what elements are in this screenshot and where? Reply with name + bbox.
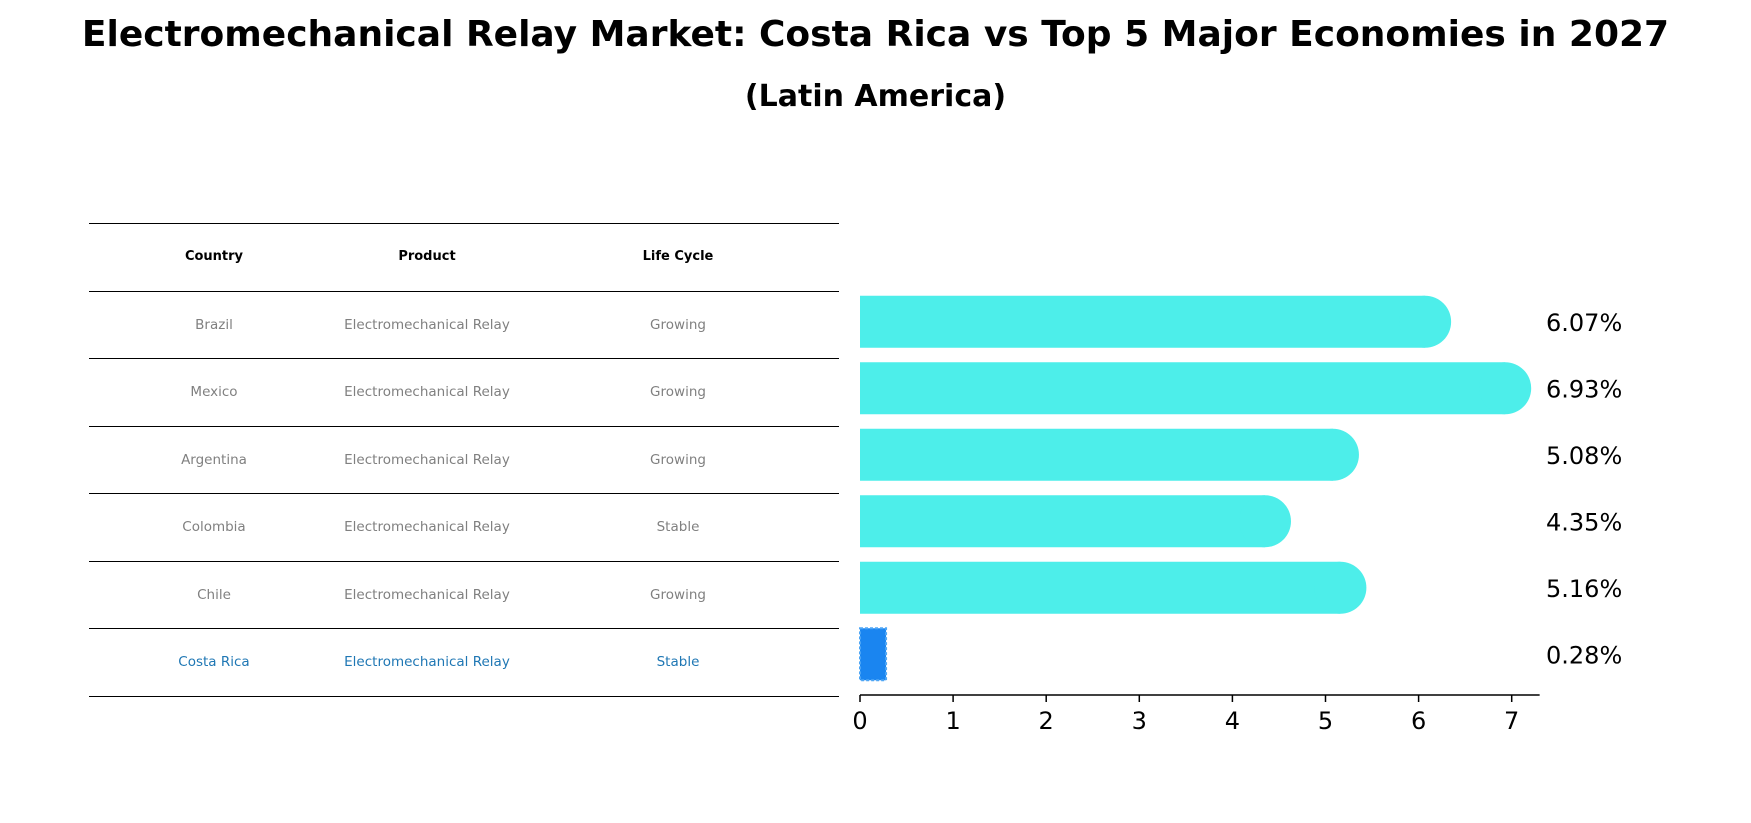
- bar-costa-rica: [860, 628, 886, 680]
- bar-chart: 6.07% 6.93% 5.08% 4.35% 5.16% 0.28% 0 1 2 3 4 5 6 7: [0, 0, 1751, 823]
- value-label: 6.07%: [1546, 309, 1622, 337]
- bar-brazil: [860, 296, 1451, 348]
- x-tick-label: 7: [1504, 707, 1519, 735]
- bar-cap: [1239, 495, 1291, 547]
- x-axis: 0 1 2 3 4 5 6 7: [852, 695, 1539, 735]
- bar-chile: [860, 562, 1366, 614]
- value-label: 6.93%: [1546, 375, 1622, 403]
- bar-cap: [1307, 429, 1359, 481]
- bar-body: [860, 429, 1333, 481]
- bar-cap: [1479, 362, 1531, 414]
- value-labels-group: 6.07% 6.93% 5.08% 4.35% 5.16% 0.28%: [1546, 309, 1622, 670]
- value-label: 5.16%: [1546, 575, 1622, 603]
- bar-mexico: [860, 362, 1531, 414]
- value-label: 0.28%: [1546, 641, 1622, 669]
- bar-body: [860, 296, 1425, 348]
- bar-cap: [1399, 296, 1451, 348]
- bar-argentina: [860, 429, 1359, 481]
- bar-colombia: [860, 495, 1291, 547]
- bar-body: [860, 362, 1505, 414]
- x-tick-label: 0: [852, 707, 867, 735]
- value-label: 5.08%: [1546, 442, 1622, 470]
- x-tick-label: 6: [1411, 707, 1426, 735]
- bar-body: [860, 562, 1340, 614]
- x-tick-label: 5: [1318, 707, 1333, 735]
- x-tick-label: 1: [945, 707, 960, 735]
- bar-body: [860, 495, 1265, 547]
- value-label: 4.35%: [1546, 508, 1622, 536]
- bar-cap: [1314, 562, 1366, 614]
- x-tick-label: 3: [1132, 707, 1147, 735]
- x-tick-label: 2: [1039, 707, 1054, 735]
- bars-group: [860, 296, 1531, 681]
- bar-highlight: [860, 628, 886, 680]
- x-tick-label: 4: [1225, 707, 1240, 735]
